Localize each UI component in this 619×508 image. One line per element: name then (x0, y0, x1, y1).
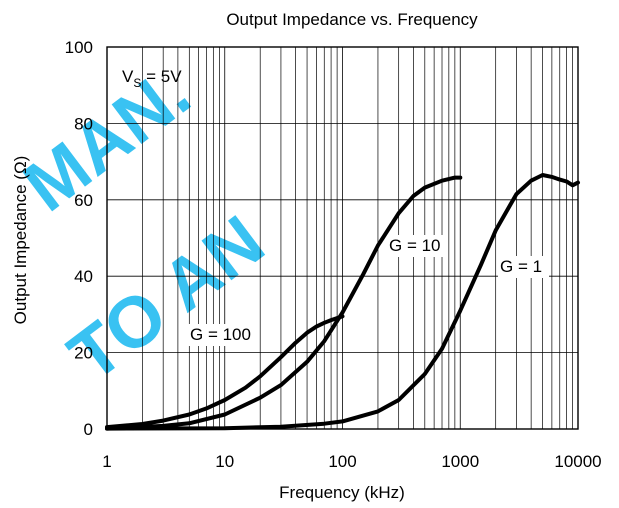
series-label-background (498, 256, 549, 278)
series-labels: G = 100 G = 10 G = 1 (188, 235, 549, 346)
y-tick-label: 60 (74, 191, 93, 210)
series-label: G = 100 (190, 325, 251, 344)
x-tick-label: 10 (215, 452, 234, 471)
plot-area-border (106, 46, 579, 430)
series-label-background (387, 235, 448, 257)
y-tick-label: 20 (74, 344, 93, 363)
series-line-g-100 (105, 314, 345, 430)
y-tick-label: 40 (74, 267, 93, 286)
grid (106, 46, 578, 430)
series-label: G = 1 (500, 257, 542, 276)
x-tick-label: 100 (328, 452, 356, 471)
supply-voltage-label: VS = 5V (122, 67, 182, 90)
series-line-g-10 (105, 175, 463, 431)
chart-title: Output Impedance vs. Frequency (226, 10, 478, 29)
x-tick-label: 1000 (441, 452, 479, 471)
series-label: G = 10 (389, 236, 441, 255)
y-tick-label: 0 (84, 420, 93, 439)
y-axis-title: Output Impedance (Ω) (11, 156, 30, 325)
x-tick-label: 10000 (554, 452, 601, 471)
y-axis-ticks: 0 20 40 60 80 100 (65, 38, 93, 439)
watermark-text-2: TO AN (55, 201, 279, 397)
supply-voltage-annotation: VS = 5V (122, 67, 182, 90)
x-tick-label: 1 (102, 452, 111, 471)
y-tick-label: 80 (74, 114, 93, 133)
x-axis-title: Frequency (kHz) (279, 483, 405, 502)
x-axis-ticks: 1 10 100 1000 10000 (102, 452, 601, 471)
series-group (105, 173, 580, 431)
series-line-g-1 (105, 173, 580, 431)
series-label-background (188, 324, 258, 346)
y-tick-label: 100 (65, 38, 93, 57)
